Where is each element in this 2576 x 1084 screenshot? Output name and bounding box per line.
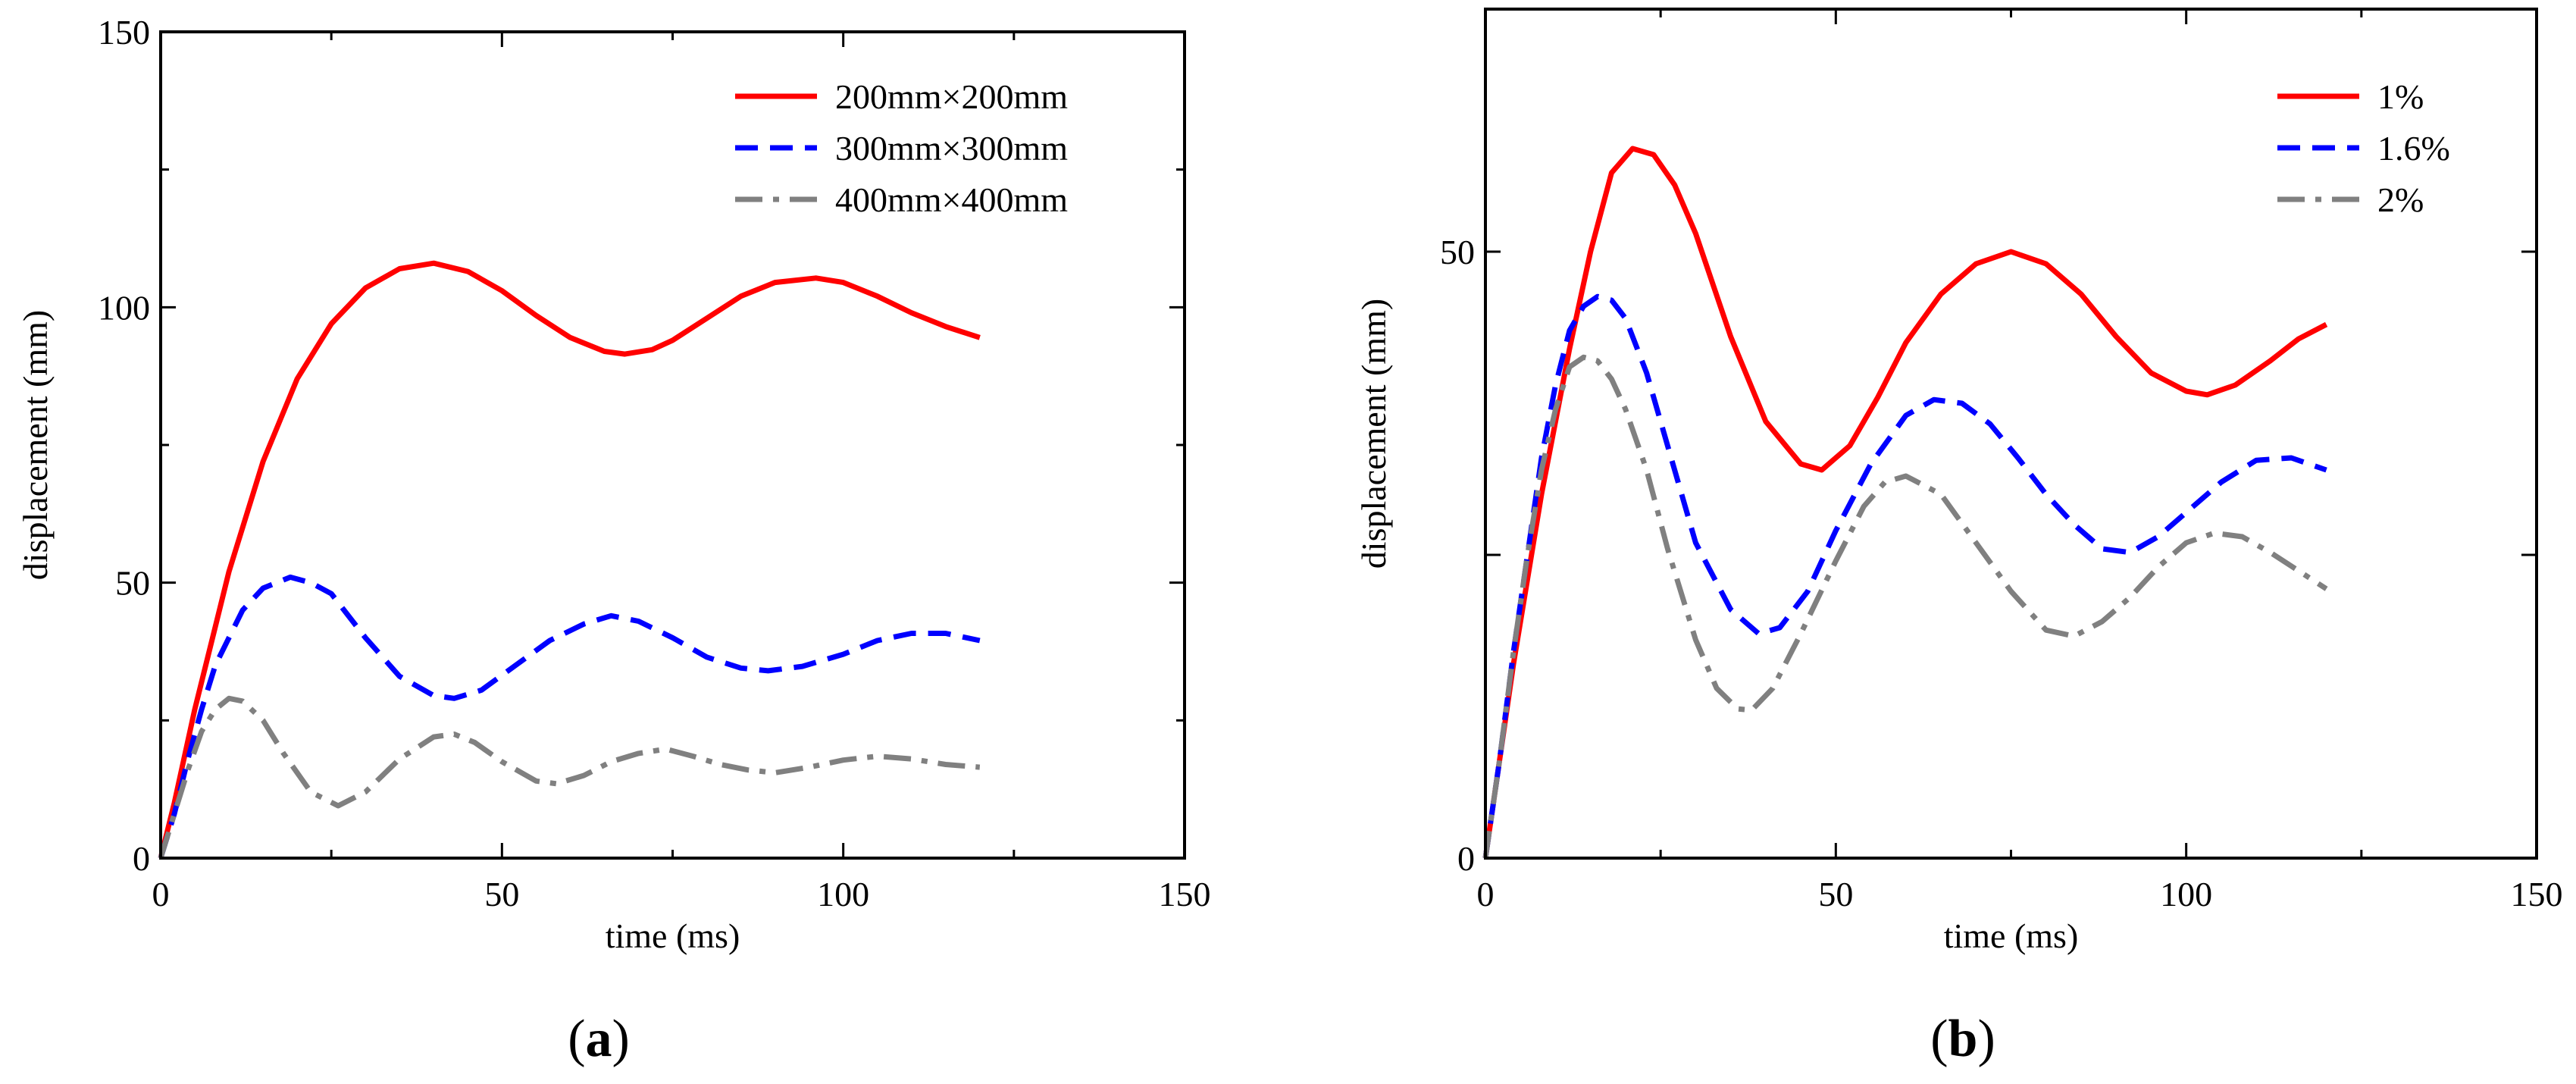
y-tick-label: 100: [98, 288, 150, 327]
y-axis-title: displacement (mm): [1354, 299, 1393, 569]
legend-label: 1.6%: [2377, 129, 2450, 168]
x-tick-label: 150: [1159, 875, 1211, 913]
series-line-2: [1482, 293, 2327, 859]
x-tick-label: 150: [2511, 875, 2563, 913]
series-line-1: [158, 260, 981, 859]
chart-panel-b: 0 50 100 150 0 50 time (ms) displacement (mm) 1%…: [1354, 8, 2563, 1068]
x-axis-title: time (ms): [606, 916, 740, 955]
panel-label: (a): [568, 1010, 630, 1068]
x-tick-label: 100: [2160, 875, 2212, 913]
y-tick-label: 0: [133, 839, 150, 878]
chart-panel-a: 0 50 100 150 0 50 100 150 time (ms) displacement …: [16, 13, 1211, 1068]
series-line-3: [158, 695, 981, 860]
x-tick-label: 100: [817, 875, 869, 913]
legend-label: 400mm×400mm: [835, 180, 1068, 219]
x-tick-label: 0: [152, 875, 170, 913]
y-axis-title: displacement (mm): [16, 310, 55, 580]
y-tick-label: 150: [98, 13, 150, 52]
x-axis-title: time (ms): [1944, 916, 2079, 955]
y-tick-label: 50: [115, 564, 150, 603]
series-line-3: [1482, 354, 2328, 859]
legend: 200mm×200mm 300mm×300mm 400mm×400mm: [735, 77, 1068, 219]
legend: 1% 1.6% 2%: [2277, 77, 2450, 219]
series-line-1: [1482, 146, 2328, 859]
panel-label: (b): [1930, 1010, 1995, 1068]
legend-label: 200mm×200mm: [835, 77, 1068, 116]
x-tick-label: 50: [1818, 875, 1853, 913]
x-tick-label: 50: [484, 875, 519, 913]
legend-label: 300mm×300mm: [835, 129, 1068, 168]
series-line-2: [158, 574, 981, 860]
y-tick-label: 50: [1440, 233, 1475, 271]
x-tick-label: 0: [1477, 875, 1495, 913]
y-tick-label: 0: [1457, 839, 1475, 878]
legend-label: 2%: [2377, 180, 2424, 219]
legend-label: 1%: [2377, 77, 2424, 116]
